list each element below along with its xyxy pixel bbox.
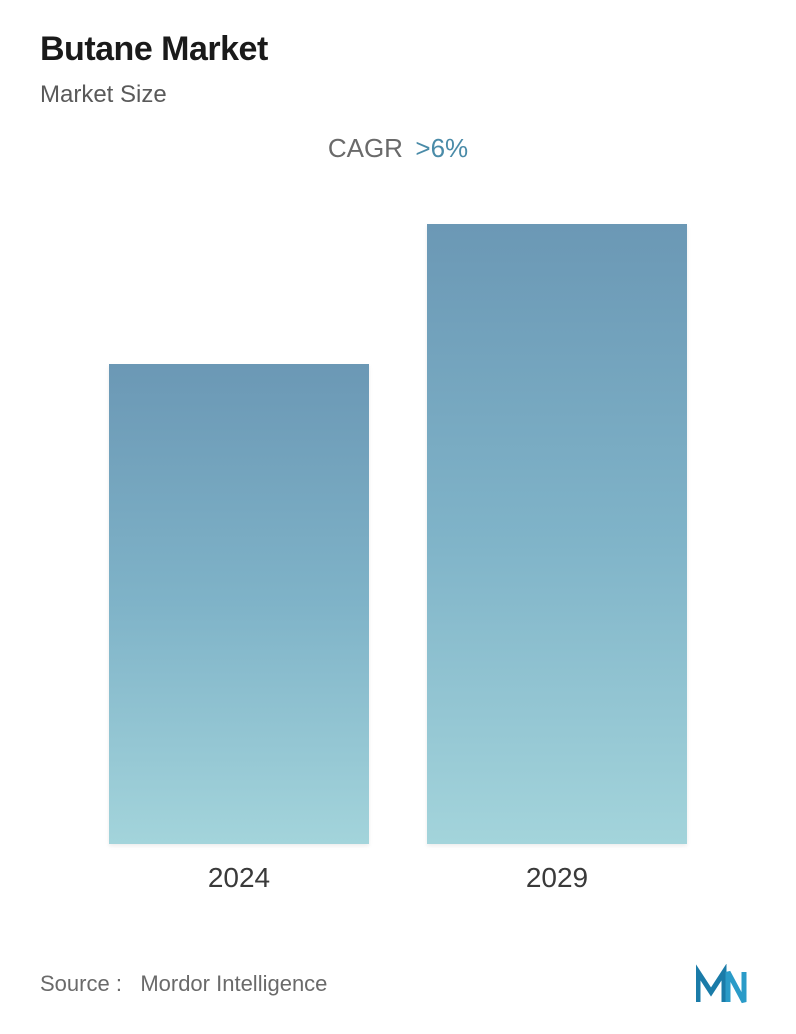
chart-area: 2024 2029 [40, 214, 756, 894]
bar-label-0: 2024 [109, 862, 369, 894]
source-text: Source : Mordor Intelligence [40, 971, 327, 997]
labels-container: 2024 2029 [40, 862, 756, 894]
bars-container [40, 214, 756, 844]
bar-label-1: 2029 [427, 862, 687, 894]
page-subtitle: Market Size [40, 81, 756, 109]
page-title: Butane Market [40, 30, 756, 69]
cagr-row: CAGR >6% [40, 133, 756, 164]
footer: Source : Mordor Intelligence [40, 964, 756, 1004]
bar-group-1 [427, 224, 687, 844]
chart-container: Butane Market Market Size CAGR >6% 2024 … [0, 0, 796, 1034]
cagr-label: CAGR [328, 133, 403, 163]
bar-group-0 [109, 364, 369, 844]
bar-2029 [427, 224, 687, 844]
source-label: Source : [40, 971, 122, 996]
mordor-logo-icon [696, 964, 756, 1004]
bar-2024 [109, 364, 369, 844]
source-name: Mordor Intelligence [140, 971, 327, 996]
cagr-value: >6% [415, 133, 468, 163]
